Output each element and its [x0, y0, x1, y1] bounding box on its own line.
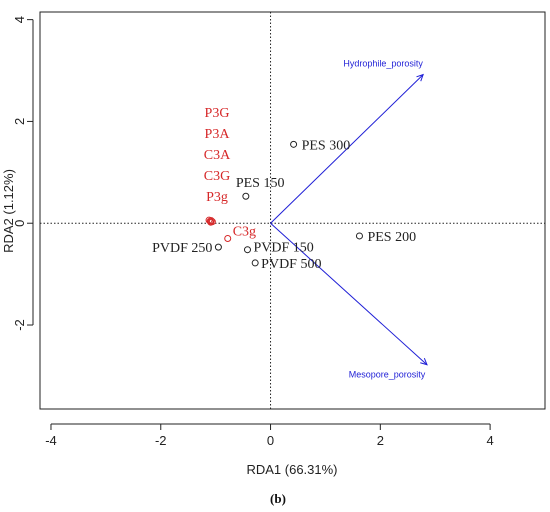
vector-arrowhead	[416, 73, 424, 82]
site-point	[214, 243, 222, 251]
cluster-label: C3G	[204, 169, 230, 184]
x-axis: -4 -2 0 2 4	[45, 423, 494, 448]
y-axis-title: RDA2 (1.12%)	[1, 169, 16, 253]
vector-label: Mesopore_porosity	[349, 370, 426, 380]
y-tick-label: 2	[12, 118, 27, 125]
x-tick-label: 4	[486, 433, 493, 448]
vector-arrowhead	[420, 358, 428, 366]
site-label: PES 150	[236, 176, 285, 191]
site-point	[207, 218, 215, 226]
plot-frame	[39, 11, 546, 410]
y-tick-label: 0	[12, 220, 27, 227]
site-point	[290, 140, 298, 148]
site-label: C3g	[233, 224, 256, 239]
site-label: PVDF 500	[261, 257, 321, 272]
x-axis-title: RDA1 (66.31%)	[246, 462, 337, 477]
site-point	[251, 259, 259, 267]
vector-hydrophile-porosity	[270, 74, 424, 224]
y-axis: -2 0 2 4	[12, 16, 34, 331]
cluster-label: P3G	[205, 106, 230, 121]
site-point	[355, 232, 363, 240]
site-point	[243, 246, 251, 254]
biplot-vectors: Hydrophile_porosity Mesopore_porosity	[270, 59, 428, 380]
site-label: PES 300	[302, 138, 351, 153]
reference-lines	[40, 12, 545, 409]
cluster-label: P3A	[205, 127, 231, 142]
panel-label: (b)	[270, 491, 286, 506]
vector-label: Hydrophile_porosity	[343, 59, 423, 69]
x-tick-label: 0	[267, 433, 274, 448]
site-point	[224, 234, 232, 242]
cluster-label: C3A	[204, 148, 231, 163]
vector-mesopore-porosity	[270, 222, 428, 366]
y-tick-label: -2	[12, 319, 27, 331]
site-point	[242, 192, 250, 200]
y-tick-label: 4	[12, 16, 27, 23]
site-label: PVDF 250	[152, 241, 212, 256]
x-tick-label: -4	[45, 433, 57, 448]
x-tick-label: -2	[155, 433, 167, 448]
cluster-label: P3g	[206, 190, 228, 205]
site-labels: PES 300 PES 150 PES 200 PVDF 250 PVDF 150PVD…	[152, 106, 416, 272]
site-points	[205, 140, 363, 267]
x-tick-label: 2	[377, 433, 384, 448]
site-label: PVDF 150	[253, 241, 313, 256]
site-label: PES 200	[367, 230, 416, 245]
